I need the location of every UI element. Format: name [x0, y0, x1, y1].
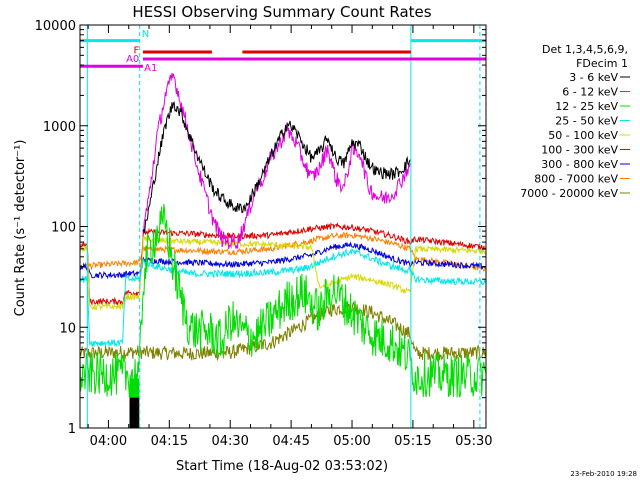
data-gap-green-bar — [129, 378, 140, 399]
x-tick-label: 05:00 — [333, 434, 370, 449]
series-line-6-12-kev — [142, 73, 411, 250]
legend-entry-label: 300 - 800 keV — [541, 158, 618, 171]
legend-header-line: FDecim 1 — [576, 57, 628, 70]
legend-entry-label: 100 - 300 keV — [541, 144, 618, 157]
flag-label-a0: A0 — [126, 54, 139, 65]
series-line-7000-20000-kev — [79, 301, 487, 362]
series-layer — [79, 73, 487, 428]
series-line-12-25-kev — [79, 204, 487, 398]
legend-header-line: Det 1,3,4,5,6,9, — [542, 43, 628, 56]
y-tick-label: 1 — [68, 422, 76, 437]
legend-entry-label: 6 - 12 keV — [562, 86, 618, 99]
series-line-25-50-kev — [79, 247, 487, 348]
x-tick-label: 05:15 — [394, 434, 431, 449]
chart-title: HESSI Observing Summary Count Rates — [132, 3, 431, 21]
series-line-50-100-kev — [79, 235, 487, 311]
flag-label-f: F — [134, 46, 140, 57]
y-tick-label: 1000 — [43, 120, 76, 135]
y-axis-label: Count Rate (s⁻¹ detector⁻¹) — [13, 140, 28, 317]
series-line-300-800-kev — [79, 241, 487, 280]
legend: Det 1,3,4,5,6,9,FDecim 13 - 6 keV 6 - 12 … — [520, 43, 630, 200]
legend-entry-label: 50 - 100 keV — [548, 129, 618, 142]
legend-entry-label: 7000 - 20000 keV — [520, 187, 618, 200]
flag-label-n: N — [142, 29, 149, 40]
x-tick-label: 04:45 — [272, 434, 309, 449]
legend-entry-label: 3 - 6 keV — [569, 71, 618, 84]
legend-entry-label: 25 - 50 keV — [555, 115, 618, 128]
y-tick-label: 10 — [59, 321, 76, 336]
legend-entry-label: 800 - 7000 keV — [534, 173, 618, 186]
x-tick-label: 05:30 — [455, 434, 492, 449]
y-tick-label: 10000 — [35, 19, 76, 34]
legend-entry-label: 12 - 25 keV — [555, 100, 618, 113]
x-tick-label: 04:15 — [151, 434, 188, 449]
series-line-100-300-kev — [79, 222, 487, 307]
axis-layer: 04:00 04:15 04:30 04:45 05:00 05:15 05:30 1 10 10… — [35, 19, 493, 449]
flag-label-a1: A1 — [144, 63, 157, 74]
data-gap-black-bar — [129, 397, 140, 428]
x-tick-label: 04:30 — [211, 434, 248, 449]
x-axis-label: Start Time (18-Aug-02 03:53:02) — [176, 459, 388, 474]
x-tick-label: 04:00 — [90, 434, 127, 449]
footer-timestamp: 23-Feb-2010 19:28 — [570, 470, 637, 478]
y-tick-label: 100 — [51, 221, 76, 236]
series-line-3-6-kev — [142, 101, 411, 234]
